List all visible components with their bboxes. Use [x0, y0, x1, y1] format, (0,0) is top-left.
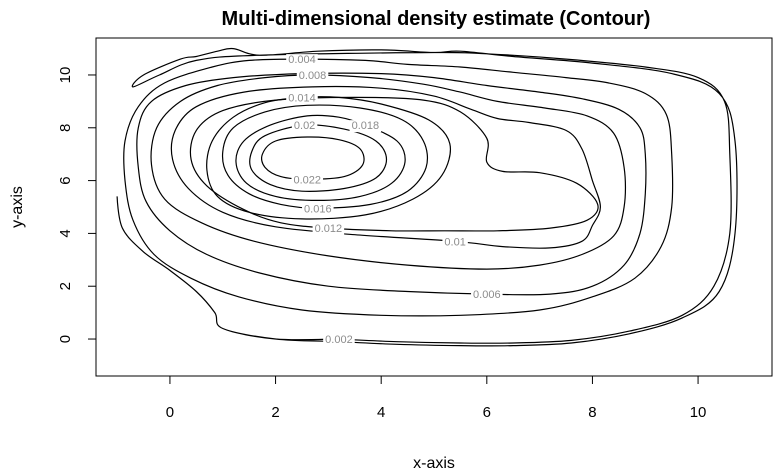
- x-axis-label: x-axis: [413, 455, 455, 472]
- y-axis: 0 2 4 6 8 10: [57, 67, 97, 343]
- contour-label-background: [286, 92, 318, 105]
- contour-label-background: [312, 223, 345, 236]
- contour-line-0-014: [206, 96, 451, 220]
- y-tick-label: 8: [57, 124, 74, 132]
- plot-area: 0.002 0.004 0.006 0.008 0.01 0.012 0.014 0.016 0…: [116, 47, 738, 347]
- contour-line-0-018: [235, 114, 406, 202]
- y-tick-label: 2: [57, 282, 74, 290]
- contour-label-background: [471, 289, 503, 302]
- contour-label-background: [291, 120, 318, 133]
- chart-title: Multi-dimensional density estimate (Cont…: [222, 8, 651, 30]
- y-tick-label: 4: [57, 229, 74, 237]
- y-tick-label: 0: [57, 335, 74, 343]
- contour-line-0-006: [136, 72, 647, 296]
- contour-level-label: 0.002: [325, 334, 353, 346]
- contour-level-labels: 0.002 0.004 0.006 0.008 0.01 0.012 0.014 0.016 0…: [286, 54, 503, 347]
- contour-label-background: [323, 334, 355, 347]
- x-tick-label: 2: [271, 404, 279, 421]
- contour-level-label: 0.012: [315, 223, 343, 235]
- contour-label-background: [291, 174, 324, 187]
- y-tick-label: 10: [57, 67, 74, 84]
- contour-level-label: 0.004: [288, 54, 316, 66]
- contour-level-label: 0.008: [299, 70, 327, 82]
- contour-level-label: 0.01: [444, 236, 465, 248]
- contour-line-0-02: [249, 124, 388, 192]
- contour-label-background: [286, 54, 318, 67]
- contour-line-0-004: [123, 58, 674, 317]
- x-tick-label: 4: [377, 404, 385, 421]
- contour-label-background: [349, 120, 382, 133]
- contour-line-0-022: [261, 136, 365, 180]
- contour-line-0-016: [221, 104, 429, 209]
- x-tick-label: 10: [690, 404, 707, 421]
- contour-level-label: 0.022: [293, 174, 321, 186]
- contour-level-label: 0.02: [294, 120, 315, 132]
- contour-label-background: [302, 203, 334, 216]
- contour-label-background: [442, 236, 468, 249]
- contour-label-background: [296, 69, 329, 82]
- x-tick-label: 0: [166, 404, 174, 421]
- contour-line-0-002: [116, 47, 738, 347]
- contour-line-0-012: [189, 96, 599, 232]
- y-tick-label: 6: [57, 176, 74, 184]
- x-tick-label: 8: [588, 404, 596, 421]
- contour-lines: [116, 47, 738, 347]
- contour-level-label: 0.018: [352, 120, 380, 132]
- contour-level-label: 0.016: [304, 203, 332, 215]
- contour-line-0-008: [150, 74, 627, 270]
- y-axis-label: y-axis: [9, 186, 26, 228]
- contour-level-label: 0.014: [288, 92, 316, 104]
- x-tick-label: 6: [483, 404, 491, 421]
- plot-frame: [95, 37, 773, 377]
- contour-level-label: 0.006: [473, 289, 501, 301]
- contour-line-0-01: [170, 85, 602, 249]
- x-axis: 0 2 4 6 8 10: [166, 375, 707, 421]
